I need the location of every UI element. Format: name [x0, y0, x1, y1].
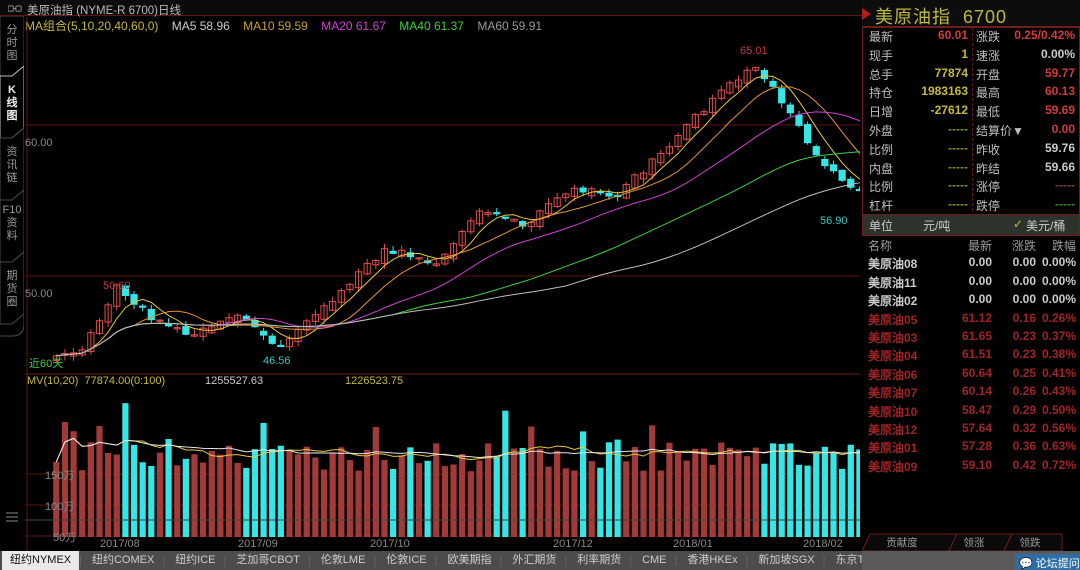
svg-text:领跌: 领跌	[1020, 536, 1042, 549]
svg-text:贡献度: 贡献度	[886, 536, 918, 549]
svg-text:领涨: 领涨	[964, 536, 985, 549]
